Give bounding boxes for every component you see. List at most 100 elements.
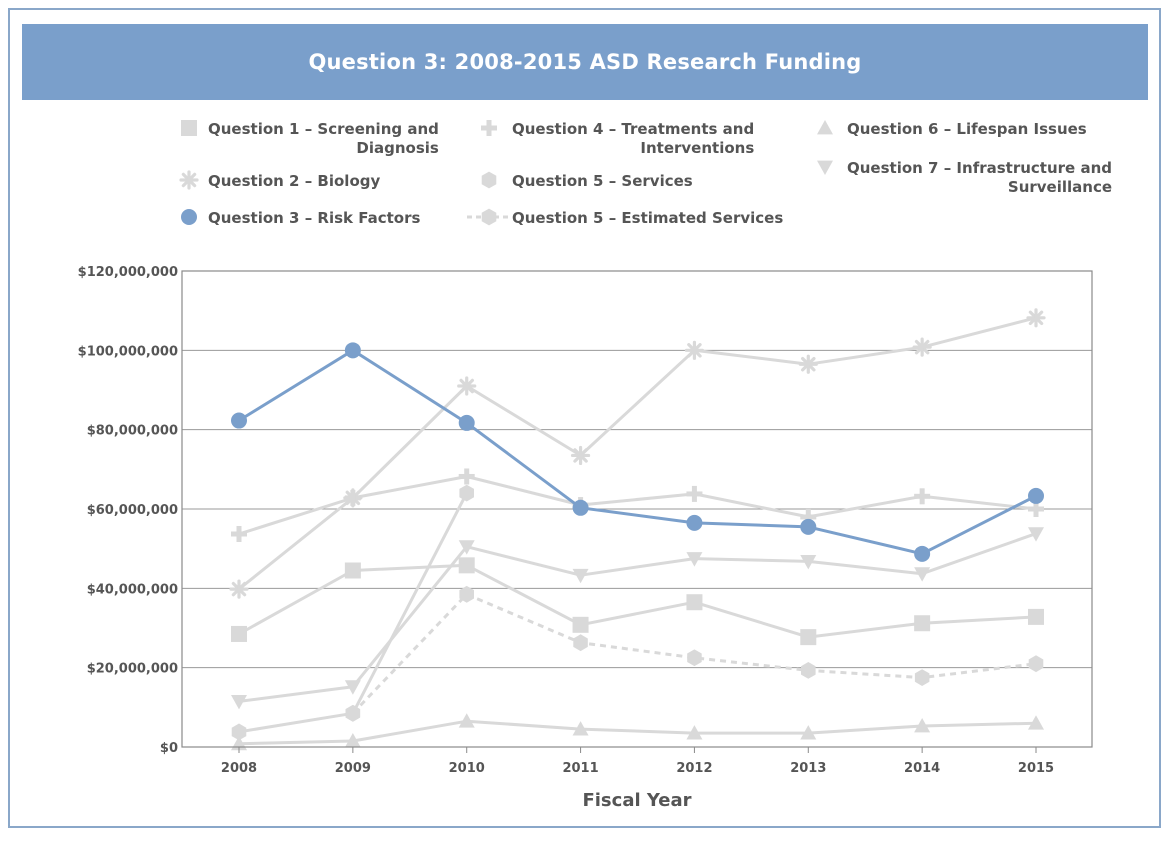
series-line (238, 532, 1037, 703)
data-point-hexagon (345, 704, 361, 722)
data-point-triangle-up (686, 725, 703, 740)
series-q4 (231, 468, 1044, 542)
chart-frame (8, 8, 1161, 828)
legend-label: Question 1 – Screening and Diagnosis (208, 120, 439, 157)
data-point-asterisk (229, 579, 249, 599)
series-line (238, 475, 1037, 536)
legend-marker-circle-icon (181, 209, 197, 225)
y-tick-label: $0 (160, 741, 178, 756)
legend-label: Question 5 – Estimated Services (512, 209, 783, 227)
legend-label: Question 3 – Risk Factors (208, 209, 421, 227)
data-point-circle (914, 545, 931, 562)
data-point-asterisk (1026, 308, 1046, 328)
data-point-triangle-down (1028, 527, 1044, 542)
data-point-circle (686, 514, 703, 531)
data-point-hexagon (801, 662, 816, 679)
series-line (238, 348, 1037, 556)
series-line (238, 316, 1037, 591)
data-point-plus (231, 525, 247, 542)
legend-label: Question 7 – Infrastructure and Surveilla… (847, 159, 1112, 196)
series-line (238, 719, 1037, 746)
x-axis-title: Fiscal Year (582, 790, 691, 811)
data-point-circle (231, 412, 247, 429)
data-point-square (344, 562, 361, 579)
x-tick-label: 2014 (904, 761, 940, 776)
data-point-hexagon (459, 585, 474, 603)
data-point-triangle-up (344, 733, 361, 748)
data-point-triangle-up (1028, 715, 1044, 730)
legend-marker-triangle-down-icon (817, 160, 833, 175)
data-point-circle (572, 499, 589, 516)
data-point-asterisk (570, 445, 591, 466)
gridlines (182, 349, 1092, 669)
data-point-triangle-up (572, 721, 589, 736)
x-tick-label: 2011 (562, 761, 598, 776)
data-point-triangle-down (572, 568, 589, 584)
chart-title: Question 3: 2008-2015 ASD Research Fundi… (308, 50, 862, 74)
x-tick-label: 2012 (676, 761, 712, 776)
data-point-hexagon (914, 669, 930, 686)
y-tick-label: $20,000,000 (87, 662, 178, 677)
data-point-asterisk (684, 340, 705, 360)
legend-marker-plus-icon (481, 120, 497, 136)
legend-marker-hexagon-icon (481, 208, 497, 226)
data-point-square (231, 625, 247, 642)
legend-marker-square-icon (181, 120, 197, 136)
series-q5 (231, 484, 474, 741)
data-point-circle (1028, 487, 1044, 504)
series-q7 (231, 527, 1044, 710)
legend: Question 1 – Screening and Diagnosis Quest… (179, 120, 1112, 227)
data-point-circle (458, 414, 475, 431)
legend-marker-triangle-up-icon (817, 120, 833, 135)
data-point-hexagon (687, 649, 702, 667)
data-point-triangle-up (800, 725, 817, 740)
legend-marker-asterisk-icon (179, 170, 199, 190)
data-point-triangle-down (231, 694, 247, 710)
legend-item-q5: Question 5 – Services (481, 171, 693, 190)
x-tick-label: 2013 (790, 761, 826, 776)
series-q1 (231, 557, 1044, 646)
data-point-plus (458, 468, 475, 485)
x-tick-label: 2010 (449, 761, 485, 776)
data-point-triangle-down (458, 540, 475, 555)
data-point-hexagon (231, 723, 247, 741)
data-point-triangle-down (800, 554, 817, 570)
x-tick-label: 2008 (221, 761, 257, 776)
data-point-plus (914, 488, 931, 505)
legend-item-q4: Question 4 – Treatments and Interventions (481, 120, 754, 157)
data-point-square (572, 616, 589, 633)
data-point-square (914, 615, 931, 632)
data-point-hexagon (459, 484, 474, 502)
data-point-triangle-down (686, 552, 703, 567)
data-point-triangle-up (914, 717, 931, 733)
data-point-triangle-up (458, 713, 475, 728)
legend-item-q5e: Question 5 – Estimated Services (467, 208, 783, 227)
series-q5e (345, 585, 1044, 722)
x-tick-label: 2009 (335, 761, 371, 776)
data-point-asterisk (798, 354, 818, 374)
legend-label: Question 2 – Biology (208, 172, 380, 190)
legend-item-q1: Question 1 – Screening and Diagnosis (181, 120, 439, 157)
data-point-triangle-down (344, 680, 361, 695)
data-point-asterisk (457, 376, 477, 396)
data-point-circle (800, 518, 817, 535)
data-point-plus (800, 508, 817, 525)
legend-item-q2: Question 2 – Biology (179, 170, 380, 190)
data-point-plus (686, 485, 703, 502)
series-q3 (231, 342, 1044, 562)
legend-marker-hexagon-icon (481, 171, 497, 189)
data-point-hexagon (1028, 655, 1044, 673)
y-tick-label: $120,000,000 (78, 265, 178, 280)
series-line (238, 563, 1037, 639)
series-layer (229, 308, 1046, 751)
legend-item-q7: Question 7 – Infrastructure and Surveilla… (817, 159, 1112, 196)
data-point-triangle-down (914, 567, 931, 582)
plot-area-border (181, 270, 1093, 748)
legend-label: Question 4 – Treatments and Interventions (512, 120, 754, 157)
legend-item-q6: Question 6 – Lifespan Issues (817, 120, 1087, 138)
data-point-asterisk (912, 337, 932, 357)
data-point-plus (344, 489, 361, 506)
y-tick-label: $80,000,000 (87, 424, 178, 439)
series-q6 (231, 713, 1044, 751)
